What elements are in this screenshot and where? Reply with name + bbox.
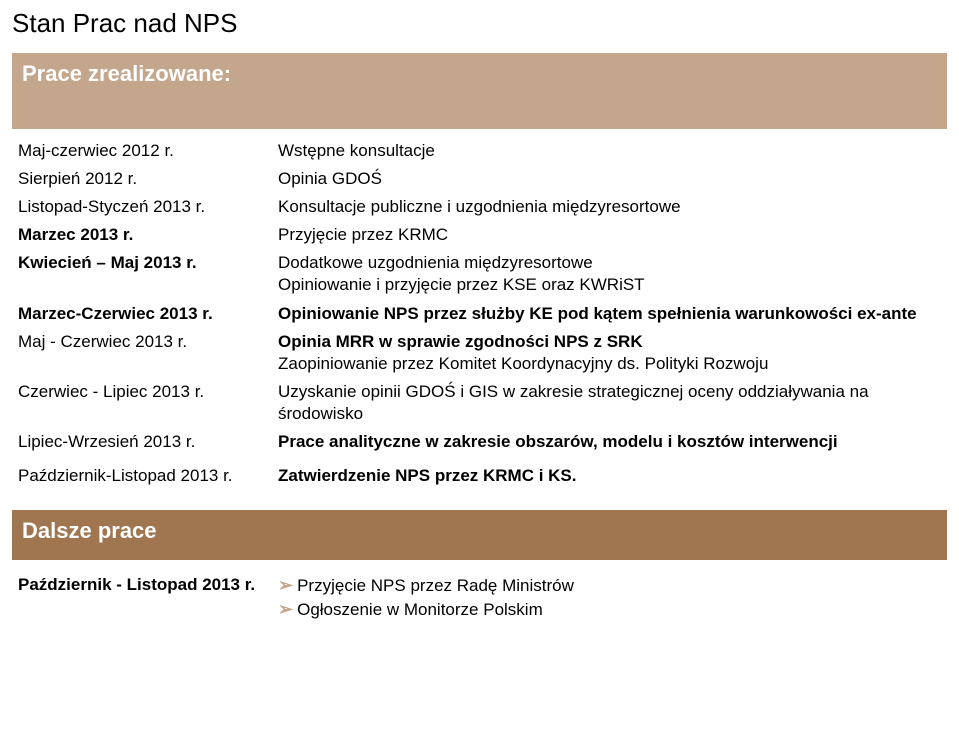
row-left: Październik-Listopad 2013 r. [12, 462, 272, 490]
row-left: Marzec 2013 r. [12, 221, 272, 249]
row-right: Uzyskanie opinii GDOŚ i GIS w zakresie s… [272, 378, 947, 428]
row-right: Opiniowanie NPS przez służby KE pod kąte… [272, 300, 947, 328]
row-right: Opinia GDOŚ [272, 165, 947, 193]
footer-item: Przyjęcie NPS przez Radę Ministrów [297, 576, 574, 595]
table-row: Październik-Listopad 2013 r.Zatwierdzeni… [12, 462, 947, 490]
row-left: Marzec-Czerwiec 2013 r. [12, 300, 272, 328]
row-right: Konsultacje publiczne i uzgodnienia międ… [272, 193, 947, 221]
table-row: Maj - Czerwiec 2013 r.Opinia MRR w spraw… [12, 328, 947, 378]
main-table: Maj-czerwiec 2012 r.Wstępne konsultacjeS… [12, 137, 947, 490]
row-left: Maj - Czerwiec 2013 r. [12, 328, 272, 378]
row-left: Lipiec-Wrzesień 2013 r. [12, 428, 272, 456]
band-top: Prace zrealizowane: [12, 53, 947, 129]
page-title: Stan Prac nad NPS [12, 8, 947, 39]
bullet-icon: ➢ [278, 574, 293, 597]
bullet-icon: ➢ [278, 598, 293, 621]
row-right: Opinia MRR w sprawie zgodności NPS z SRK… [272, 328, 947, 378]
row-right: Wstępne konsultacje [272, 137, 947, 165]
row-left: Maj-czerwiec 2012 r. [12, 137, 272, 165]
footer-left: Październik - Listopad 2013 r. [12, 560, 272, 635]
row-left: Sierpień 2012 r. [12, 165, 272, 193]
row-right: Przyjęcie przez KRMC [272, 221, 947, 249]
footer-right: ➢Przyjęcie NPS przez Radę Ministrów➢Ogło… [272, 560, 947, 635]
row-left: Kwiecień – Maj 2013 r. [12, 249, 272, 299]
table-row: Lipiec-Wrzesień 2013 r.Prace analityczne… [12, 428, 947, 456]
row-right: Prace analityczne w zakresie obszarów, m… [272, 428, 947, 456]
footer-item: Ogłoszenie w Monitorze Polskim [297, 600, 543, 619]
table-row: Kwiecień – Maj 2013 r.Dodatkowe uzgodnie… [12, 249, 947, 299]
row-right: Zatwierdzenie NPS przez KRMC i KS. [272, 462, 947, 490]
row-left: Listopad-Styczeń 2013 r. [12, 193, 272, 221]
table-row: Czerwiec - Lipiec 2013 r.Uzyskanie opini… [12, 378, 947, 428]
table-row: Listopad-Styczeń 2013 r.Konsultacje publ… [12, 193, 947, 221]
table-row: Marzec 2013 r.Przyjęcie przez KRMC [12, 221, 947, 249]
row-right: Dodatkowe uzgodnienia międzyresortoweOpi… [272, 249, 947, 299]
band-bottom: Dalsze prace [12, 510, 947, 560]
row-left: Czerwiec - Lipiec 2013 r. [12, 378, 272, 428]
table-row: Maj-czerwiec 2012 r.Wstępne konsultacje [12, 137, 947, 165]
table-row: Sierpień 2012 r.Opinia GDOŚ [12, 165, 947, 193]
table-row: Marzec-Czerwiec 2013 r.Opiniowanie NPS p… [12, 300, 947, 328]
footer-table: Październik - Listopad 2013 r. ➢Przyjęci… [12, 560, 947, 635]
